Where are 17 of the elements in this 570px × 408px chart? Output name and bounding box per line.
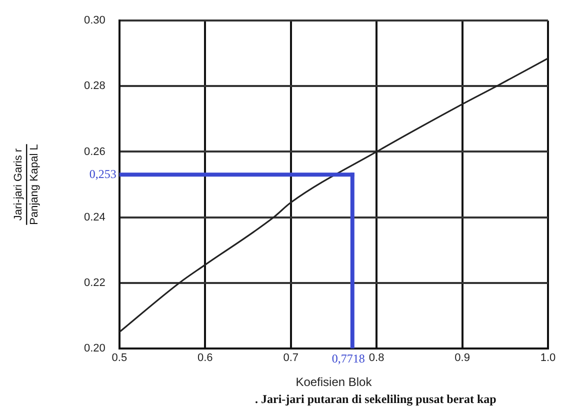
y-axis-title: Jari-jari Garis r Panjang Kapal L bbox=[12, 144, 41, 225]
y-tick-label: 0.24 bbox=[84, 211, 106, 224]
x-tick-label: 0.8 bbox=[368, 352, 384, 364]
y-tick-label: 0.30 bbox=[84, 14, 106, 27]
y-tick-label: 0.20 bbox=[84, 342, 106, 354]
text: . Jari-jari putaran di sekeliling pusat berat kap bbox=[255, 392, 497, 406]
x-tick-label: 0.7 bbox=[283, 352, 298, 364]
y-tick-label: 0.22 bbox=[84, 276, 106, 289]
y-tick-label: 0.26 bbox=[84, 146, 106, 158]
x-axis-title: Koefisien Blok bbox=[296, 375, 373, 390]
x-tick-label: 0.5 bbox=[112, 352, 128, 364]
x-tick-label: 1.0 bbox=[540, 352, 556, 364]
ref-line-label: 0,253 bbox=[89, 166, 116, 181]
y-tick-label: 0.28 bbox=[84, 80, 106, 92]
ref-line-label: 0,7718 bbox=[332, 352, 365, 366]
x-tick-label: 0.9 bbox=[454, 352, 470, 364]
x-tick-label: 0.6 bbox=[197, 352, 213, 364]
